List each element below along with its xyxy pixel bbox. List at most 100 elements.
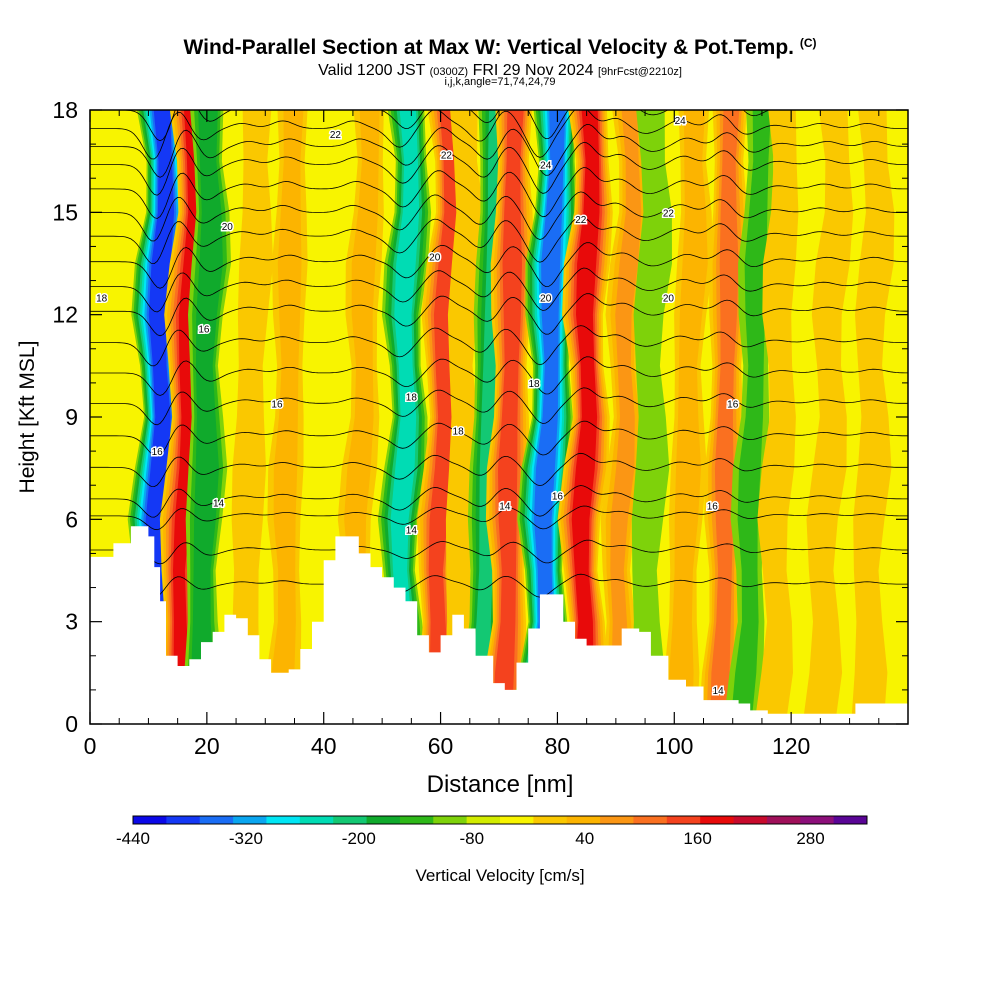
utc-time: (0300Z): [429, 66, 469, 78]
contour-label: 16: [727, 399, 739, 410]
colorbar-swatch: [233, 816, 267, 824]
contour-label: 16: [552, 491, 564, 502]
contour-label: 14: [499, 502, 511, 513]
contour-label: 20: [663, 294, 675, 305]
contour-label: 14: [713, 686, 725, 697]
page-title: Wind-Parallel Section at Max W: Vertical…: [0, 36, 1000, 60]
contour-label: 22: [441, 150, 453, 161]
colorbar-swatch: [666, 816, 701, 824]
colorbar-swatch: [366, 816, 401, 824]
colorbar-tick-label: -80: [460, 829, 485, 848]
x-tick-label: 120: [772, 733, 810, 759]
velocity-band: [629, 110, 672, 724]
colorbar-swatch: [166, 816, 201, 824]
colorbar-swatch: [466, 816, 501, 824]
contour-label: 16: [271, 399, 283, 410]
contour-label: 16: [198, 324, 210, 335]
velocity-level: [668, 110, 708, 724]
colorbar-swatch: [133, 816, 167, 824]
contour-label: 22: [330, 130, 342, 141]
y-tick-label: 3: [65, 609, 78, 635]
colorbar-frame: [132, 815, 868, 825]
valid-date: FRI 29 Nov 2024: [472, 62, 594, 79]
colorbar-tick-label: 280: [796, 829, 824, 848]
velocity-band: [802, 110, 854, 724]
velocity-band: [596, 110, 651, 724]
colorbar-swatch: [199, 816, 234, 824]
theta-contour-line: [90, 167, 908, 219]
velocity-level: [190, 110, 223, 724]
terrain-shape: [90, 526, 908, 724]
copyright-mark: (C): [799, 36, 817, 50]
y-tick-label: 9: [65, 404, 78, 430]
contour-label: 16: [707, 502, 719, 513]
colorbar-tick-label: 160: [683, 829, 711, 848]
contour-label: 18: [528, 379, 540, 390]
x-tick-label: 80: [545, 733, 571, 759]
theta-contour-line: [90, 110, 908, 160]
velocity-level: [607, 110, 642, 724]
x-tick-label: 60: [428, 733, 454, 759]
title-text: Wind-Parallel Section at Max W: Vertical…: [183, 36, 794, 59]
velocity-level: [388, 110, 420, 724]
theta-contour-line: [90, 539, 908, 565]
y-tick-label: 0: [65, 711, 78, 737]
colorbar-swatch: [533, 816, 568, 824]
velocity-band: [555, 110, 613, 724]
valid-time: Valid 1200 JST: [318, 62, 426, 79]
section-indices: i,j,k,angle=71,74,24,79: [444, 76, 556, 88]
velocity-level: [802, 110, 854, 724]
colorbar-swatch: [733, 816, 768, 824]
velocity-level: [851, 110, 895, 724]
contour-label: 20: [540, 294, 552, 305]
colorbar-swatch: [800, 816, 835, 824]
theta-contour-line: [90, 573, 908, 599]
y-axis-label: Height [Kft MSL]: [16, 341, 39, 494]
velocity-band: [182, 110, 231, 724]
colorbar-tick-label: -440: [116, 829, 150, 848]
colorbar-swatch: [433, 816, 468, 824]
contour-label: 18: [453, 427, 465, 438]
velocity-band: [443, 110, 485, 724]
theta-contour-line: [90, 293, 908, 337]
contour-label: 20: [222, 222, 234, 233]
colorbar: -440 -320 -200 -80 40 160 280: [116, 815, 868, 848]
theta-contour-line: [90, 191, 908, 242]
contour-label: 18: [406, 393, 418, 404]
velocity-level: [493, 110, 524, 724]
theta-contour-line: [90, 452, 908, 488]
velocity-band: [375, 110, 432, 724]
colorbar-swatch: [600, 816, 634, 824]
colorbar-swatch: [633, 816, 668, 824]
contour-label: 14: [213, 498, 225, 509]
contour-label: 16: [152, 447, 164, 458]
y-tick-label: 18: [52, 97, 78, 123]
velocity-level: [527, 110, 566, 724]
theta-contour-line: [90, 325, 908, 367]
velocity-band: [662, 110, 714, 724]
terrain-mask: [90, 526, 908, 724]
x-tick-label: 100: [655, 733, 693, 759]
colorbar-swatch: [566, 816, 601, 824]
theta-contour-line: [90, 267, 908, 313]
contour-label: 14: [406, 526, 418, 537]
velocity-level: [569, 110, 600, 724]
theta-contour-line: [90, 242, 908, 289]
theta-contour-line: [90, 356, 908, 396]
contour-label: 22: [575, 215, 587, 226]
theta-contour-line: [90, 124, 908, 178]
contour-label: 24: [540, 161, 552, 172]
velocity-band: [224, 110, 274, 724]
theta-contour-line: [90, 485, 908, 518]
forecast-info: [9hrFcst@2210z]: [597, 66, 682, 78]
colorbar-tick-label: -200: [342, 829, 376, 848]
velocity-level: [710, 110, 740, 724]
x-tick-label: 0: [84, 733, 97, 759]
theta-contour-line: [90, 215, 908, 265]
x-tick-label: 20: [194, 733, 220, 759]
theta-contours: [90, 110, 908, 599]
page-subtitle: Valid 1200 JST (0300Z) FRI 29 Nov 2024 […: [0, 62, 1000, 80]
y-tick-label: 12: [52, 302, 78, 328]
velocity-band: [723, 110, 776, 724]
